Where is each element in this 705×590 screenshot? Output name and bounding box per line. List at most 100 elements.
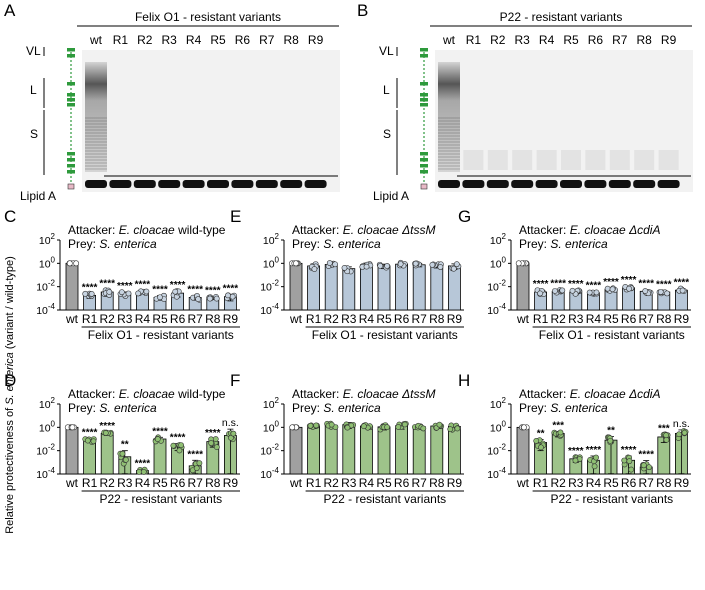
gel-lane-label: R7 — [259, 33, 275, 47]
y-tick-exp: 0 — [502, 419, 507, 428]
data-point — [332, 261, 339, 268]
ladder-unit — [67, 158, 75, 162]
gel-lane-label: wt — [89, 33, 103, 47]
data-point — [657, 289, 664, 295]
y-tick-base: 10 — [39, 258, 51, 270]
bar-r1 — [83, 439, 96, 475]
gel-lane-label: R8 — [284, 33, 300, 47]
category-label: R7 — [188, 476, 204, 490]
significance-label: **** — [656, 280, 672, 291]
x-axis-label: Felix O1 - resistant variants — [88, 328, 234, 342]
attacker-label-part: E. cloacae — [119, 223, 175, 237]
x-axis-label: P22 - resistant variants — [550, 492, 673, 506]
data-point — [626, 458, 633, 465]
gel-lane-label: R4 — [539, 33, 555, 47]
y-tick-exp: 2 — [51, 396, 56, 405]
gel-faint-smear — [585, 150, 606, 170]
data-point — [225, 292, 231, 299]
prey-label: Prey: S. enterica — [292, 401, 381, 415]
data-point — [640, 462, 647, 469]
y-axis-label-part: S. enterica — [4, 352, 16, 405]
bar-r2 — [100, 433, 114, 475]
significance-label: **** — [187, 449, 203, 460]
gel-lane-label: R1 — [466, 33, 482, 47]
panel-letter-e: E — [230, 207, 241, 226]
bar-wt — [289, 262, 303, 311]
bar-r4 — [359, 425, 373, 475]
category-label: R8 — [429, 476, 445, 490]
data-point — [538, 444, 544, 451]
y-tick-base: 10 — [490, 422, 502, 434]
ladder-lipid-a — [420, 183, 428, 190]
category-label: R1 — [306, 312, 322, 326]
category-label: R4 — [586, 476, 602, 490]
panel-letter-h: H — [458, 371, 470, 390]
significance-label: **** — [603, 277, 619, 288]
data-point — [307, 422, 314, 429]
y-tick-base: 10 — [36, 305, 48, 317]
category-label: R2 — [551, 476, 567, 490]
category-label: R1 — [82, 312, 98, 326]
y-tick-label: 102 — [490, 396, 507, 411]
data-point — [230, 430, 237, 437]
data-point — [208, 440, 215, 446]
category-label: R9 — [674, 312, 690, 326]
category-label: R2 — [324, 312, 340, 326]
y-tick-exp: 0 — [275, 419, 280, 428]
ladder-unit — [67, 152, 75, 156]
data-point — [559, 287, 566, 294]
gel-faint-smear — [536, 150, 557, 170]
data-point — [537, 290, 544, 297]
x-axis-label: P22 - resistant variants — [99, 492, 222, 506]
panel-letter-f: F — [230, 371, 240, 390]
gel-lane-label: R5 — [210, 33, 226, 47]
bar-r3 — [342, 424, 356, 475]
gel-lane-label: R9 — [308, 33, 324, 47]
significance-label: **** — [135, 280, 151, 291]
data-point — [646, 464, 652, 471]
y-tick-base: 10 — [487, 305, 499, 317]
data-point — [88, 291, 95, 297]
category-label: R5 — [152, 476, 168, 490]
data-point — [609, 286, 616, 293]
data-point — [454, 425, 461, 432]
prey-label-part: Prey: — [68, 401, 99, 415]
significance-label: n.s. — [673, 418, 690, 430]
y-tick-base: 10 — [490, 235, 502, 247]
y-tick-label: 102 — [39, 396, 56, 411]
attacker-label-part: Attacker: — [68, 387, 119, 401]
category-label: R4 — [135, 476, 151, 490]
y-tick-exp: 2 — [275, 396, 280, 405]
data-point — [73, 260, 80, 267]
bar-r4 — [359, 264, 373, 311]
ladder-unit — [420, 164, 428, 168]
category-label: R8 — [656, 312, 672, 326]
data-point — [176, 447, 183, 454]
gel-faint-smear — [463, 150, 484, 170]
attacker-label-part: wild-type — [175, 387, 226, 401]
ladder-unit — [67, 54, 75, 58]
data-point — [420, 425, 427, 432]
prey-label-part: Prey: — [68, 237, 99, 251]
category-label: R3 — [568, 476, 584, 490]
significance-label: **** — [621, 275, 637, 286]
category-label: R2 — [100, 312, 116, 326]
significance-label: **** — [170, 433, 186, 444]
significance-label: **** — [99, 279, 115, 290]
attacker-label-part: Attacker: — [292, 387, 343, 401]
category-label: R6 — [394, 476, 410, 490]
data-point — [213, 444, 220, 451]
y-tick-base: 10 — [39, 399, 51, 411]
y-tick-label: 10-4 — [36, 466, 55, 481]
x-axis-label: Felix O1 - resistant variants — [539, 328, 685, 342]
data-point — [429, 261, 436, 268]
data-point — [593, 289, 600, 296]
prey-label-part: S. enterica — [323, 401, 381, 415]
y-tick-exp: -4 — [48, 466, 56, 475]
gel-lipid-a-band — [608, 180, 631, 188]
y-tick-base: 10 — [39, 235, 51, 247]
ladder-unit — [420, 103, 428, 107]
gel-lane-label: R2 — [490, 33, 506, 47]
